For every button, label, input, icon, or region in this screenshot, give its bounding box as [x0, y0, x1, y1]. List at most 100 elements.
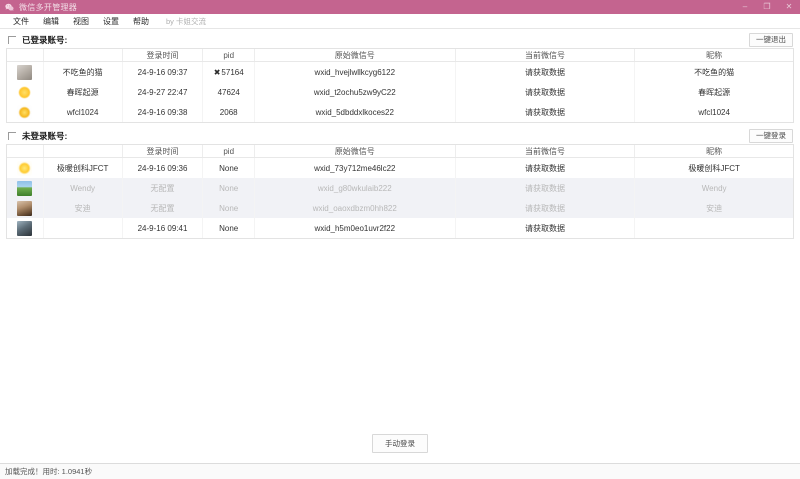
- avatar-image: [17, 200, 33, 216]
- row-current-wxid: 请获取数据: [455, 157, 636, 178]
- wechat-icon: [5, 3, 14, 12]
- row-origin-wxid: wxid_h5m0eo1uvr2f22: [254, 218, 456, 238]
- avatar: [7, 218, 44, 238]
- menu-settings[interactable]: 设置: [103, 16, 119, 26]
- table-row[interactable]: wfcl1024 24-9-16 09:38 2068 wxid_5dbddxlkoc…: [7, 102, 793, 122]
- avatar-image: [17, 84, 33, 100]
- table-body-not-logged-in: 极暖创科JFCT 24-9-16 09:36 None wxid_73y712me46…: [7, 157, 793, 238]
- table-row[interactable]: 24-9-16 09:41 None wxid_h5m0eo1uvr2f22 请获取数…: [7, 218, 793, 238]
- row-nickname: 春晖起源: [698, 87, 731, 97]
- row-login-time: 24-9-16 09:38: [122, 102, 204, 122]
- select-all-checkbox-not-logged-in[interactable]: [8, 131, 16, 140]
- table-header-row: 登录时间 pid 原始微信号 当前微信号 昵称: [7, 49, 793, 62]
- row-pid[interactable]: None: [202, 157, 255, 178]
- avatar: [7, 198, 44, 218]
- avatar: [7, 102, 44, 122]
- row-account-name: 极暖创科JFCT: [43, 157, 123, 178]
- row-pid[interactable]: None: [202, 178, 255, 198]
- col-name: [43, 145, 123, 158]
- row-nickname: 安迪: [706, 203, 723, 213]
- row-current-wxid: 请获取数据: [455, 218, 636, 238]
- section-title-logged-in: 已登录账号:: [22, 34, 68, 45]
- avatar-image: [17, 104, 33, 120]
- menu-help[interactable]: 帮助: [133, 16, 149, 26]
- table-row[interactable]: 安迪 无配置 None wxid_oaoxdbzm0hh822 请获取数据 安迪: [7, 198, 793, 218]
- row-account-name: 不吃鱼的猫: [43, 61, 123, 82]
- login-all-button[interactable]: 一键登录: [749, 129, 793, 143]
- row-nickname: 极暖创科JFCT: [688, 163, 740, 173]
- title-bar: 微信多开管理器 – ❐ ✕: [0, 0, 800, 14]
- menu-view[interactable]: 视图: [73, 16, 89, 26]
- row-current-wxid: 请获取数据: [455, 102, 636, 122]
- avatar: [7, 157, 44, 178]
- row-pid[interactable]: ✖ 57164: [202, 61, 255, 82]
- col-time[interactable]: 登录时间: [122, 145, 204, 158]
- row-origin-wxid: wxid_t2ochu5zw9yC22: [254, 82, 456, 102]
- menu-edit[interactable]: 编辑: [43, 16, 59, 26]
- row-account-name: 安迪: [43, 198, 123, 218]
- section-header-logged-in: 已登录账号: 一键退出: [6, 33, 794, 47]
- row-login-time: 24-9-27 22:47: [122, 82, 204, 102]
- row-pid[interactable]: 47624: [202, 82, 255, 102]
- maximize-button[interactable]: ❐: [763, 2, 771, 11]
- menu-credit-label: by 卡姐交流: [166, 16, 207, 26]
- avatar-image: [17, 160, 33, 176]
- row-nickname: 不吃鱼的猫: [694, 67, 735, 77]
- table-row[interactable]: 春晖起源 24-9-27 22:47 47624 wxid_t2ochu5zw9yC2…: [7, 82, 793, 102]
- status-bar: 加载完成！用时: 1.0941秒: [0, 463, 800, 479]
- section-header-not-logged-in: 未登录账号: 一键登录: [6, 129, 794, 143]
- avatar-image: [17, 180, 33, 196]
- minimize-button[interactable]: –: [742, 2, 748, 11]
- exit-all-button[interactable]: 一键退出: [749, 33, 793, 47]
- col-origin-wxid[interactable]: 原始微信号: [254, 49, 456, 62]
- col-avatar: [7, 49, 44, 62]
- col-current-wxid[interactable]: 当前微信号: [455, 49, 636, 62]
- row-origin-wxid: wxid_hvejlwllkcyg6122: [254, 61, 456, 82]
- menu-file[interactable]: 文件: [13, 16, 29, 26]
- row-login-time: 无配置: [122, 198, 204, 218]
- row-origin-wxid: wxid_5dbddxlkoces22: [254, 102, 456, 122]
- window-title: 微信多开管理器: [19, 2, 78, 12]
- col-origin-wxid[interactable]: 原始微信号: [254, 145, 456, 158]
- row-account-name: wfcl1024: [43, 102, 123, 122]
- avatar-image: [17, 64, 33, 80]
- row-account-name: Wendy: [43, 178, 123, 198]
- row-pid[interactable]: 2068: [202, 102, 255, 122]
- col-pid[interactable]: pid: [202, 49, 255, 62]
- row-origin-wxid: wxid_73y712me46lc22: [254, 157, 456, 178]
- avatar: [7, 82, 44, 102]
- table-row[interactable]: 极暖创科JFCT 24-9-16 09:36 None wxid_73y712me46…: [7, 157, 793, 178]
- table-header-row: 登录时间 pid 原始微信号 当前微信号 昵称: [7, 145, 793, 158]
- row-account-name: [43, 218, 123, 238]
- select-all-checkbox-logged-in[interactable]: [8, 35, 16, 44]
- table-body-logged-in: 不吃鱼的猫 24-9-16 09:37 ✖ 57164 wxid_hvejlwllkcy…: [7, 61, 793, 122]
- row-current-wxid: 请获取数据: [455, 198, 636, 218]
- row-login-time: 24-9-16 09:36: [122, 157, 204, 178]
- status-text: 加载完成！用时: 1.0941秒: [5, 467, 93, 476]
- section-logged-in: 已登录账号: 一键退出 登录时间 pid 原始微信号 当前微信号 昵称: [6, 33, 794, 123]
- row-pid[interactable]: None: [202, 198, 255, 218]
- window-controls: – ❐ ✕: [734, 0, 800, 14]
- row-login-time: 24-9-16 09:41: [122, 218, 204, 238]
- avatar: [7, 61, 44, 82]
- table-row[interactable]: Wendy 无配置 None wxid_g80wkulaib222 请获取数据 Wendy: [7, 178, 793, 198]
- table-row[interactable]: 不吃鱼的猫 24-9-16 09:37 ✖ 57164 wxid_hvejlwllkcy…: [7, 61, 793, 82]
- kill-process-icon[interactable]: ✖: [213, 67, 221, 77]
- col-pid[interactable]: pid: [202, 145, 255, 158]
- row-current-wxid: 请获取数据: [455, 178, 636, 198]
- section-not-logged-in: 未登录账号: 一键登录 登录时间 pid 原始微信号 当前微信号 昵称: [6, 129, 794, 239]
- avatar-image: [17, 220, 33, 236]
- table-not-logged-in: 登录时间 pid 原始微信号 当前微信号 昵称 极暖创科JFCT 24-9-16 …: [6, 144, 794, 239]
- row-origin-wxid: wxid_g80wkulaib222: [254, 178, 456, 198]
- avatar: [7, 178, 44, 198]
- row-login-time: 无配置: [122, 178, 204, 198]
- row-pid[interactable]: None: [202, 218, 255, 238]
- row-account-name: 春晖起源: [43, 82, 123, 102]
- col-current-wxid[interactable]: 当前微信号: [455, 145, 636, 158]
- close-button[interactable]: ✕: [785, 2, 793, 11]
- col-nickname[interactable]: 昵称: [634, 145, 793, 158]
- col-nickname[interactable]: 昵称: [634, 49, 793, 62]
- manual-login-button[interactable]: 手动登录: [372, 434, 428, 453]
- col-time[interactable]: 登录时间: [122, 49, 204, 62]
